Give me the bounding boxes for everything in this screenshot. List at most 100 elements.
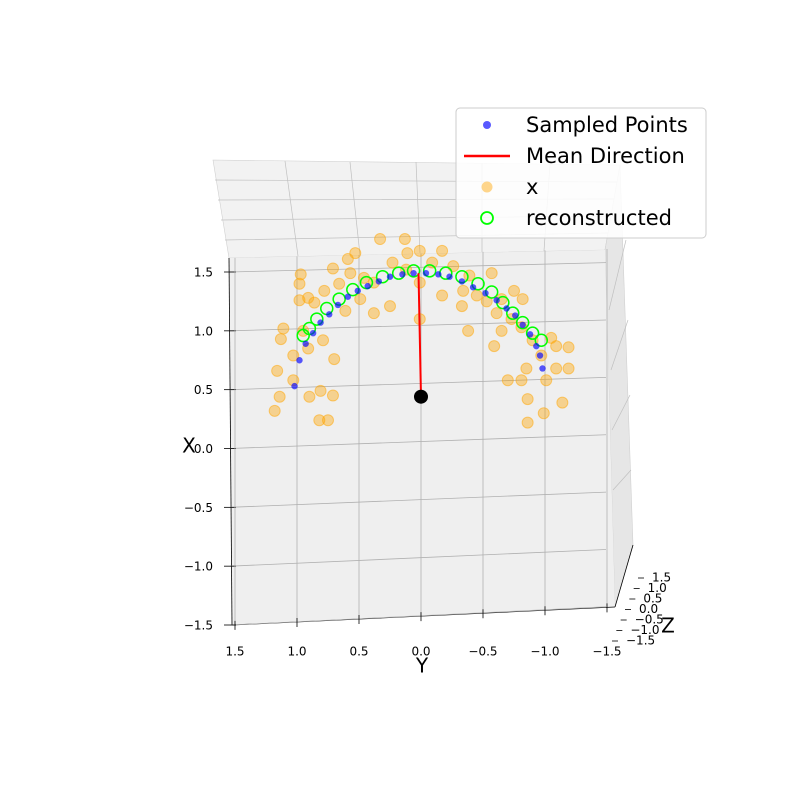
- point: [322, 414, 334, 427]
- point: [519, 321, 526, 329]
- point: [462, 324, 475, 337]
- x-tick-label: −0.5: [184, 501, 213, 515]
- point: [482, 289, 489, 297]
- grid-line: [229, 319, 607, 332]
- point: [339, 304, 352, 317]
- z-tick-label: 0.5: [643, 592, 662, 606]
- marks: [268, 233, 575, 429]
- point: [540, 374, 553, 387]
- point: [520, 362, 533, 375]
- point: [469, 284, 477, 291]
- legend-label: Sampled Points: [526, 113, 688, 137]
- point: [410, 269, 417, 277]
- point: [512, 312, 519, 319]
- point: [525, 326, 540, 340]
- point: [515, 374, 528, 387]
- point: [334, 301, 342, 309]
- y-tick-label: 1.5: [225, 645, 244, 659]
- point: [386, 273, 394, 280]
- origin-point: [414, 389, 428, 404]
- point: [364, 282, 371, 290]
- point: [354, 293, 367, 306]
- point: [296, 357, 303, 364]
- point: [399, 271, 406, 278]
- point: [422, 269, 430, 277]
- point: [515, 315, 530, 330]
- point: [508, 284, 520, 297]
- point: [302, 340, 309, 347]
- point: [344, 293, 352, 300]
- x-tick-label: 0.0: [194, 442, 213, 456]
- z-tick-label: 1.5: [652, 571, 671, 585]
- point: [521, 393, 534, 406]
- z-tick-label: −1.5: [626, 634, 655, 648]
- point: [506, 306, 520, 320]
- point: [277, 322, 290, 335]
- point: [308, 296, 321, 309]
- z-tick-label: −1.0: [630, 623, 659, 637]
- point: [457, 284, 470, 297]
- point: [562, 362, 575, 375]
- point: [328, 353, 341, 366]
- back-pane: [229, 250, 615, 625]
- z-tick-label: 1.0: [648, 581, 667, 595]
- point: [273, 390, 286, 403]
- z-tick-label: 0.0: [639, 602, 658, 616]
- x-axis-line: [228, 257, 233, 626]
- point: [375, 278, 383, 285]
- point: [550, 340, 563, 353]
- grid-line: [229, 491, 607, 508]
- point: [436, 289, 449, 302]
- legend-swatch: [480, 211, 494, 225]
- point: [436, 244, 449, 257]
- point: [374, 233, 387, 246]
- point: [401, 247, 414, 260]
- x-tick-label: 0.5: [194, 383, 213, 397]
- point: [354, 287, 361, 295]
- y-tick-label: −0.5: [468, 645, 497, 659]
- point: [533, 342, 540, 350]
- point: [537, 407, 550, 420]
- point: [398, 233, 411, 246]
- point: [274, 333, 287, 346]
- point: [293, 277, 306, 290]
- y-tick-label: 0.0: [411, 645, 430, 659]
- point: [386, 256, 399, 269]
- point: [317, 319, 324, 326]
- x-tick-label: 1.0: [194, 324, 213, 338]
- point: [562, 341, 575, 354]
- legend: Sampled Points Mean Direction x reconstruct…: [455, 107, 707, 239]
- z-axis-label: Z: [661, 614, 675, 638]
- point: [344, 267, 357, 280]
- point: [317, 334, 330, 347]
- point: [435, 271, 442, 278]
- point: [294, 268, 307, 281]
- point: [526, 331, 534, 338]
- point: [534, 333, 549, 347]
- point: [426, 256, 439, 269]
- point: [495, 324, 508, 337]
- z-tick-label: −0.5: [635, 613, 664, 627]
- x-axis-label: X: [182, 434, 196, 458]
- point: [556, 396, 569, 409]
- point: [470, 289, 483, 302]
- legend-label: x: [526, 175, 538, 199]
- point: [536, 352, 544, 359]
- point: [310, 312, 324, 326]
- mean-direction: [417, 273, 422, 397]
- point: [490, 307, 503, 320]
- point: [406, 264, 421, 278]
- point: [341, 253, 354, 266]
- point: [367, 307, 380, 320]
- point: [302, 321, 317, 336]
- point: [446, 273, 453, 280]
- y-axis-label: Y: [415, 654, 429, 678]
- point: [333, 277, 346, 290]
- grid-line: [229, 606, 607, 626]
- point: [318, 284, 331, 297]
- point: [471, 277, 485, 291]
- grid-line: [229, 549, 607, 567]
- point: [503, 305, 510, 312]
- y-tick-label: 1.0: [287, 645, 306, 659]
